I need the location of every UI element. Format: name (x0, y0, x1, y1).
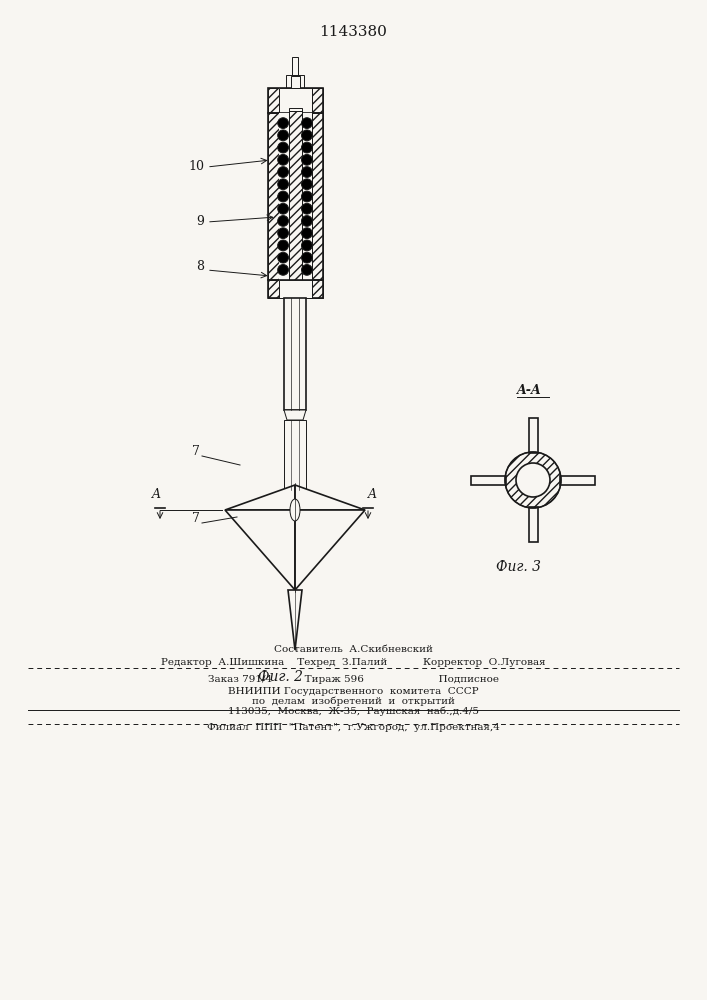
Bar (267, 113, 279, 280)
Bar (267, 88, 279, 113)
Text: A: A (368, 488, 377, 501)
Ellipse shape (278, 179, 288, 190)
Polygon shape (295, 510, 365, 590)
Ellipse shape (301, 142, 312, 153)
Ellipse shape (301, 203, 312, 214)
Bar (267, 113, 322, 280)
Text: по  делам  изобретений  и  открытий: по делам изобретений и открытий (252, 696, 455, 706)
Polygon shape (288, 590, 302, 650)
Text: ВНИИПИ Государственного  комитета  СССР: ВНИИПИ Государственного комитета СССР (228, 687, 479, 696)
Ellipse shape (301, 228, 312, 239)
Ellipse shape (278, 216, 288, 226)
Bar (279, 280, 312, 298)
Polygon shape (225, 485, 295, 510)
Text: 9: 9 (196, 215, 204, 228)
Bar (560, 476, 595, 485)
Ellipse shape (278, 265, 288, 275)
Text: Филиал  ППП  "Патент",  г.Ужгород,  ул.Проектная,4: Филиал ППП "Патент", г.Ужгород, ул.Проек… (206, 723, 499, 732)
Ellipse shape (301, 167, 312, 177)
Ellipse shape (278, 142, 288, 153)
Bar (312, 113, 322, 280)
Text: Заказ 791/4          Тираж 596                       Подписное: Заказ 791/4 Тираж 596 Подписное (207, 675, 498, 684)
Ellipse shape (301, 240, 312, 251)
Text: Фиг. 3: Фиг. 3 (496, 560, 540, 574)
Bar (267, 113, 279, 280)
Text: A: A (151, 488, 160, 501)
Text: 1143380: 1143380 (319, 25, 387, 39)
Text: A-A: A-A (517, 384, 542, 397)
Bar (284, 298, 306, 410)
Ellipse shape (301, 216, 312, 226)
Ellipse shape (278, 167, 288, 177)
Bar (312, 88, 322, 113)
Bar (267, 280, 322, 298)
Ellipse shape (278, 203, 288, 214)
Ellipse shape (301, 265, 312, 275)
Bar (279, 113, 312, 280)
Polygon shape (284, 410, 306, 420)
Text: 7: 7 (192, 512, 200, 525)
Text: 113035,  Москва,  Ж-35,  Раушская  наб.,д.4/5: 113035, Москва, Ж-35, Раушская наб.,д.4/… (228, 706, 479, 716)
Ellipse shape (278, 191, 288, 202)
Text: 7: 7 (192, 445, 200, 458)
Bar (529, 507, 537, 542)
Ellipse shape (278, 252, 288, 263)
Ellipse shape (278, 228, 288, 239)
Bar (267, 88, 322, 113)
Ellipse shape (278, 154, 288, 165)
Ellipse shape (278, 118, 288, 128)
Ellipse shape (301, 154, 312, 165)
Bar (529, 418, 537, 453)
Bar (279, 88, 312, 113)
Bar (312, 113, 322, 280)
Bar (286, 75, 304, 88)
Bar (288, 111, 301, 282)
Ellipse shape (301, 191, 312, 202)
Bar (292, 57, 298, 75)
Ellipse shape (278, 130, 288, 141)
Ellipse shape (301, 118, 312, 128)
Polygon shape (295, 485, 365, 510)
Ellipse shape (278, 240, 288, 251)
Bar (291, 76, 300, 88)
Text: 10: 10 (188, 160, 204, 173)
Text: Фиг. 2: Фиг. 2 (257, 670, 303, 684)
Bar (279, 280, 312, 298)
Bar (267, 280, 279, 298)
Text: Составитель  А.Скибневский: Составитель А.Скибневский (274, 645, 433, 654)
Bar (471, 476, 506, 485)
Polygon shape (225, 510, 295, 590)
Bar (288, 108, 301, 285)
Bar (312, 280, 322, 298)
Ellipse shape (301, 179, 312, 190)
Ellipse shape (290, 499, 300, 521)
Bar (284, 420, 306, 490)
Circle shape (516, 463, 550, 497)
Bar (279, 88, 312, 113)
Ellipse shape (301, 252, 312, 263)
Ellipse shape (301, 130, 312, 141)
Text: Редактор  А.Шишкина    Техред  З.Палий           Корректор  О.Луговая: Редактор А.Шишкина Техред З.Палий Коррек… (160, 658, 545, 667)
Bar (288, 111, 301, 282)
Text: 8: 8 (196, 260, 204, 273)
